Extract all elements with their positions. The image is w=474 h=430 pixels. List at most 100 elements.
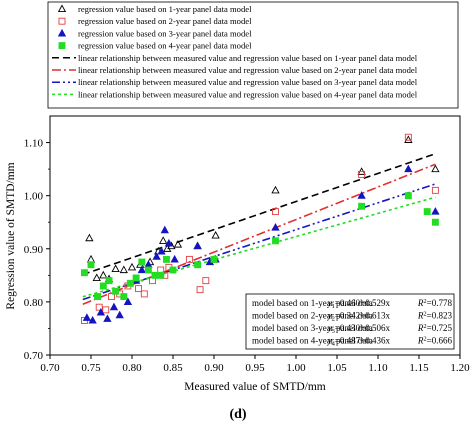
series-4-point (194, 261, 202, 269)
series-4-point (272, 237, 279, 245)
series-2-point (102, 306, 110, 314)
series-2-point (185, 255, 193, 263)
series-1-point (85, 233, 94, 242)
series-3-point (157, 246, 166, 255)
model-r2-sup: 2 (423, 336, 426, 343)
model-equation-y: y (327, 323, 332, 333)
model-equation-rhs: =0.487+0.436x (335, 336, 391, 346)
series-3-point (88, 315, 97, 324)
model-row-4: model based on 4-year panel datay4=0.487… (252, 336, 452, 348)
series-1-point (158, 236, 168, 244)
legend-label-line-1: linear relationship between measured val… (78, 53, 418, 63)
series-4-point (99, 282, 107, 290)
series-2-point (272, 208, 279, 216)
series-3-point (193, 241, 202, 250)
y-tick-label: 0.80 (24, 297, 44, 309)
model-label: model based on 1-year panel data (252, 298, 373, 308)
x-tick-label: 1.20 (450, 362, 470, 374)
series-2-point (108, 293, 115, 301)
series-1-point (111, 264, 120, 273)
series-3-point (137, 265, 147, 274)
model-r2-sup: 2 (423, 323, 426, 330)
series-1-point (404, 135, 413, 143)
series-3-point (109, 302, 119, 311)
model-label: model based on 2-year panel data (252, 311, 373, 321)
series-1-point (431, 164, 440, 173)
legend-label-series-1: regression value based on 1-year panel d… (78, 4, 252, 14)
regression-lines (82, 152, 436, 305)
series-1-point (86, 254, 96, 263)
series-4-point (358, 202, 366, 210)
panel-label: (d) (229, 407, 246, 422)
model-label: model based on 3-year panel data (252, 323, 373, 333)
series-4-point (112, 287, 120, 295)
x-tick-label: 1.15 (409, 362, 429, 374)
x-tick-label: 0.70 (40, 362, 60, 374)
series-4-point (157, 271, 165, 279)
series-2-point (404, 133, 412, 141)
series-2-point (358, 170, 366, 178)
model-equation-y: y (327, 336, 332, 346)
series-3-point (357, 191, 366, 199)
model-r2-label: R (417, 336, 424, 346)
x-tick-label: 1.10 (368, 362, 388, 374)
model-r2: R2=0.725 (417, 323, 453, 333)
y-tick-label: 0.70 (24, 350, 44, 362)
series-4-point (105, 277, 113, 285)
series-1-point (119, 265, 128, 274)
series-1-point (127, 262, 137, 271)
legend-marker-1 (57, 4, 67, 13)
model-r2-value: =0.823 (427, 311, 453, 321)
plot-area: 0.70 0.75 0.80 0.85 0.90 0.95 1.00 1.05 1.10 1.15… (24, 115, 470, 374)
legend-marker-3 (57, 28, 67, 37)
series-4-point (431, 218, 439, 226)
series-3-point (271, 222, 280, 231)
model-equation: y4=0.487+0.436x (327, 336, 391, 348)
model-equation-rhs: =0.342+0.613x (335, 311, 391, 321)
model-r2-sup: 2 (423, 298, 426, 305)
y-tick-label: 1.00 (24, 191, 44, 203)
series-4-point (132, 274, 140, 282)
series-4 (80, 192, 439, 301)
series-4-point (169, 266, 177, 274)
series-1-point (271, 185, 280, 194)
regression-line-4 (82, 196, 436, 298)
series-4-point (151, 271, 159, 279)
model-equation-y: y (327, 311, 332, 321)
legend-label-line-3: linear relationship between measured val… (78, 77, 418, 87)
y-tick-label: 1.10 (24, 138, 44, 150)
legend-marker-4 (58, 42, 66, 50)
y-tick-label: 0.90 (24, 244, 44, 256)
series-3-point (404, 164, 413, 173)
model-equation: y1=0.460+0.529x (327, 298, 391, 310)
series-1-point (211, 230, 220, 239)
model-box: model based on 1-year panel datay1=0.460… (245, 293, 455, 350)
model-box-frame (245, 293, 455, 350)
series-2-point (196, 286, 204, 294)
x-tick-label: 1.05 (327, 362, 347, 374)
series-4-point (126, 279, 134, 287)
model-r2-sup: 2 (423, 311, 426, 318)
model-r2-value: =0.666 (427, 336, 453, 346)
model-r2-label: R (417, 311, 424, 321)
model-equation-rhs: =0.430+0.506x (335, 323, 391, 333)
x-tick-label: 0.95 (245, 362, 265, 374)
model-label: model based on 4-year panel data (252, 336, 373, 346)
legend: regression value based on 1-year panel d… (47, 1, 459, 109)
model-r2-value: =0.778 (427, 298, 453, 308)
model-equation-sub: 1 (332, 303, 335, 310)
legend-label-series-4: regression value based on 4-year panel d… (78, 41, 252, 51)
model-r2-label: R (417, 298, 424, 308)
model-equation-sub: 4 (332, 341, 336, 348)
series-1-point (99, 270, 108, 279)
regression-line-1 (82, 152, 436, 276)
legend-entries: regression value based on 1-year panel d… (52, 4, 418, 99)
series-3-point (431, 207, 440, 215)
series-2-point (202, 277, 210, 285)
series-1-point (92, 273, 101, 282)
legend-label-line-2: linear relationship between measured val… (78, 65, 418, 75)
series-3-point (160, 225, 169, 234)
x-tick-label: 0.75 (81, 362, 101, 374)
series-3-point (170, 254, 179, 263)
